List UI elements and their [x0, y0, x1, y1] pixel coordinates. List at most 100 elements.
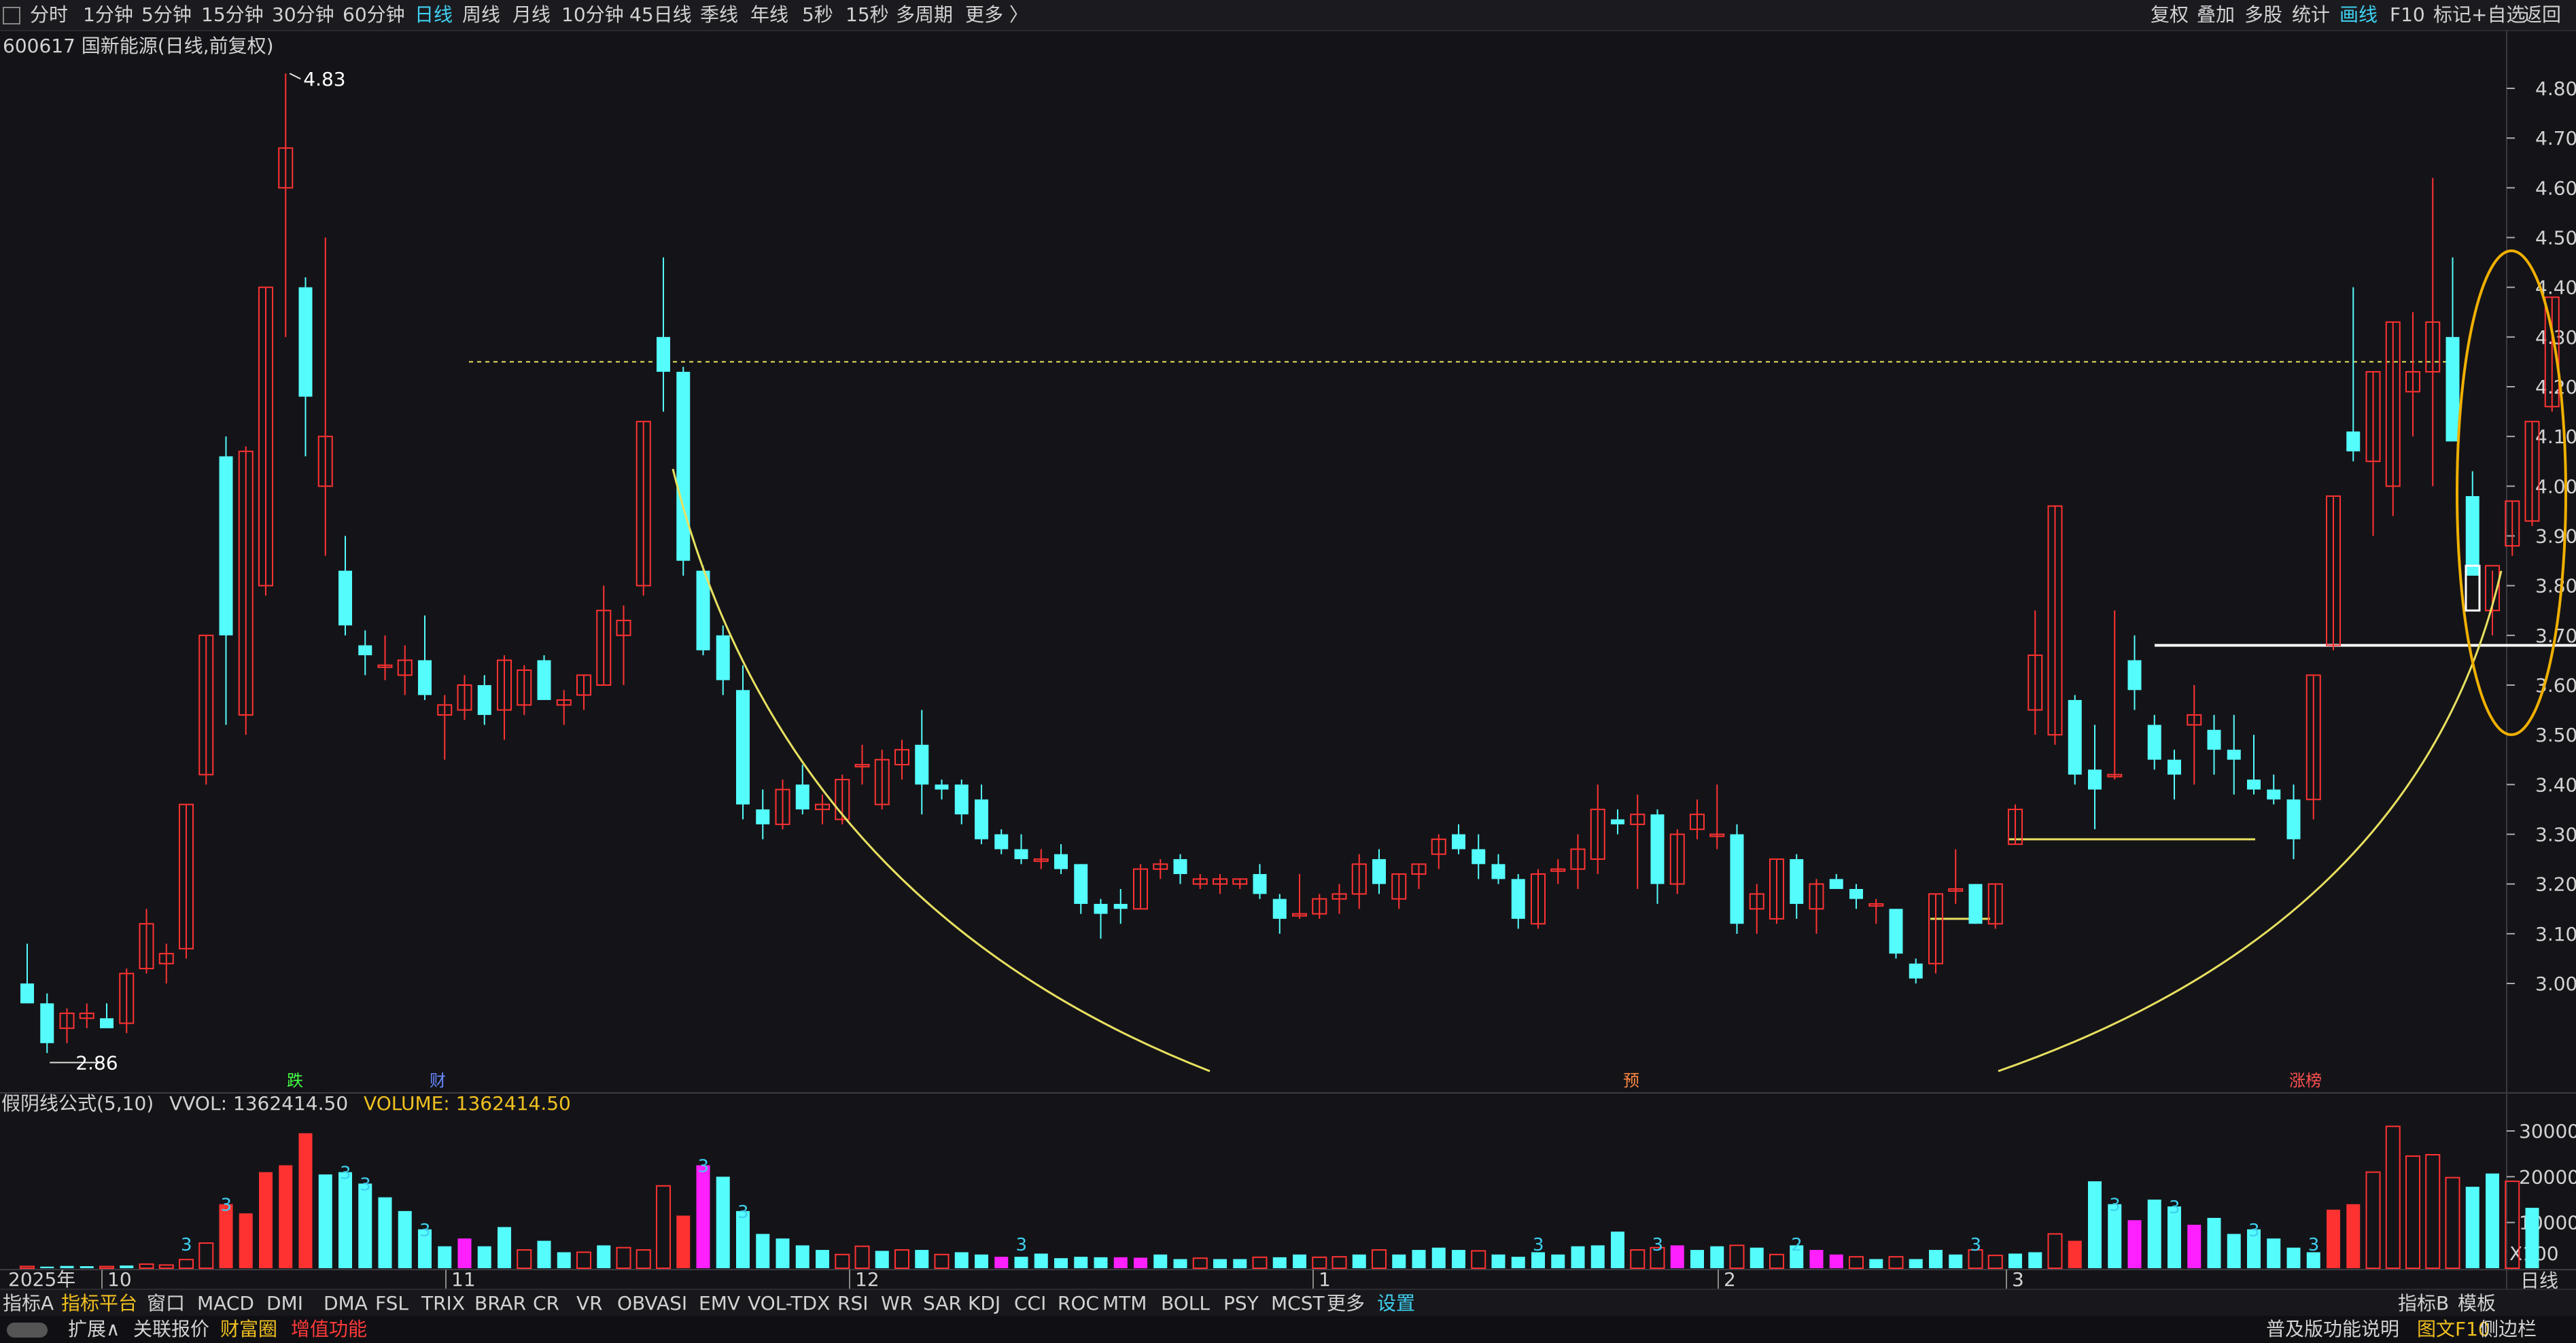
- period-7[interactable]: 周线: [462, 3, 501, 26]
- period-1[interactable]: 1分钟: [83, 3, 133, 26]
- indicator-tab-23[interactable]: PSY: [1223, 1292, 1259, 1314]
- indicator-tab-14[interactable]: VOL-TDX: [748, 1292, 831, 1314]
- tool-3[interactable]: 统计: [2292, 3, 2331, 26]
- volume-bar: [537, 1240, 551, 1268]
- volume-bar: [1809, 1250, 1824, 1268]
- volume-bar: [2108, 1204, 2122, 1268]
- candle-body-down: [657, 336, 670, 372]
- indicator-tab-18[interactable]: KDJ: [968, 1292, 1001, 1314]
- indicator-tab-6[interactable]: FSL: [375, 1292, 408, 1314]
- bottom-right-item-0[interactable]: 普及版功能说明: [2266, 1318, 2400, 1340]
- indicator-tab-12[interactable]: ASI: [657, 1292, 688, 1314]
- indicator-tab-5[interactable]: DMA: [324, 1292, 368, 1314]
- indicator-tab-2[interactable]: 窗口: [147, 1292, 186, 1314]
- indicator-tab-9[interactable]: CR: [533, 1292, 560, 1314]
- volume-count-mark: 3: [181, 1235, 192, 1255]
- volume-bar: [975, 1254, 988, 1268]
- tool-2[interactable]: 多股: [2244, 3, 2283, 26]
- period-3[interactable]: 15分钟: [201, 3, 264, 26]
- menu-icon[interactable]: [3, 3, 20, 27]
- indicator-tab-25[interactable]: 更多: [1327, 1292, 1365, 1314]
- indicator-right-1[interactable]: 模板: [2458, 1292, 2496, 1314]
- period-11[interactable]: 季线: [700, 3, 739, 26]
- volume-bar: [1272, 1257, 1287, 1268]
- tool-5[interactable]: F10: [2390, 3, 2425, 26]
- bottom-item-3[interactable]: 增值功能: [291, 1318, 368, 1340]
- tool-7[interactable]: 返回: [2523, 3, 2562, 26]
- candle-body-up: [1192, 878, 1208, 885]
- bottom-right-item-1[interactable]: 图文F10: [2417, 1318, 2490, 1340]
- volume-bar-up: [20, 1266, 35, 1269]
- bottom-right-item-2[interactable]: 侧边栏: [2479, 1318, 2537, 1340]
- indicator-tab-16[interactable]: WR: [881, 1292, 913, 1314]
- volume-bar: [2465, 1187, 2479, 1268]
- period-9[interactable]: 10分钟: [561, 3, 624, 26]
- tool-1[interactable]: 叠加: [2197, 3, 2235, 26]
- indicator-tab-22[interactable]: BOLL: [1161, 1292, 1210, 1314]
- indicator-tab-10[interactable]: VR: [576, 1292, 603, 1314]
- period-13[interactable]: 5秒: [802, 3, 833, 26]
- period-14[interactable]: 15秒: [846, 3, 889, 26]
- indicator-tab-8[interactable]: BRAR: [474, 1292, 527, 1314]
- event-marker-2: 预: [1623, 1071, 1639, 1090]
- volume-bar-up: [99, 1266, 114, 1269]
- candle-body-down: [298, 287, 313, 397]
- volume-bar: [1153, 1254, 1168, 1268]
- indicator-tab-4[interactable]: DMI: [266, 1292, 303, 1314]
- volume-count-mark: 3: [1652, 1235, 1664, 1255]
- candle-body-up: [1809, 883, 1824, 910]
- indicator-tab-1[interactable]: 指标平台: [61, 1292, 138, 1314]
- candle-body-down: [1968, 884, 1983, 924]
- period-2[interactable]: 5分钟: [141, 3, 192, 26]
- bottom-item-0[interactable]: 扩展∧: [68, 1318, 120, 1340]
- period-0[interactable]: 分时: [30, 3, 69, 26]
- volume-bar: [776, 1238, 790, 1268]
- indicator-tab-26[interactable]: 设置: [1377, 1292, 1416, 1314]
- indicator-tab-21[interactable]: MTM: [1102, 1292, 1147, 1314]
- volume-bar: [239, 1213, 253, 1268]
- period-15[interactable]: 多周期: [896, 3, 954, 26]
- indicator-tab-15[interactable]: RSI: [837, 1292, 869, 1314]
- indicator-tab-0[interactable]: 指标A: [3, 1292, 54, 1314]
- volume-bar: [279, 1165, 293, 1268]
- indicator-tab-11[interactable]: OBV: [617, 1292, 658, 1314]
- time-axis-label-4: 1: [1319, 1268, 1331, 1291]
- candle-body-down: [2286, 799, 2301, 839]
- bottom-item-1[interactable]: 关联报价: [133, 1318, 210, 1340]
- tool-0[interactable]: 复权: [2151, 3, 2189, 26]
- candle-body-up: [119, 973, 135, 1024]
- arc-curve-right: [1998, 570, 2503, 1072]
- indicator-right-0[interactable]: 指标B: [2398, 1292, 2450, 1314]
- event-marker-0: 跌: [287, 1071, 303, 1090]
- indicator-tab-24[interactable]: MCST: [1271, 1292, 1325, 1314]
- toggle-switch-icon[interactable]: [7, 1317, 48, 1342]
- period-6[interactable]: 日线: [415, 3, 453, 26]
- indicator-tab-20[interactable]: ROC: [1058, 1292, 1100, 1314]
- indicator-tab-13[interactable]: EMV: [699, 1292, 741, 1314]
- indicator-tab-3[interactable]: MACD: [197, 1292, 254, 1314]
- indicator-tab-17[interactable]: SAR: [923, 1292, 962, 1314]
- candle-body-down: [1253, 874, 1267, 894]
- period-4[interactable]: 30分钟: [272, 3, 334, 26]
- indicator-tab-19[interactable]: CCI: [1014, 1292, 1047, 1314]
- volume-count-mark: 3: [1016, 1235, 1028, 1255]
- period-10[interactable]: 45日线: [629, 3, 692, 26]
- candle-body-up: [158, 953, 174, 964]
- tool-6[interactable]: 标记+自选: [2433, 3, 2526, 26]
- price-tick-label: 3.20: [2535, 873, 2576, 896]
- bottom-item-2[interactable]: 财富圈: [220, 1318, 278, 1340]
- indicator-tab-7[interactable]: TRIX: [421, 1292, 465, 1314]
- period-16[interactable]: 更多 〉: [965, 3, 1028, 26]
- period-8[interactable]: 月线: [512, 3, 551, 26]
- indicator-tab-bar: 指标A 指标平台 窗口 MACD DMI DMA FSL TRIX BRAR CR VR OBV ASI…: [0, 1289, 2576, 1317]
- volume-bar: [2187, 1225, 2201, 1268]
- period-5[interactable]: 60分钟: [343, 3, 405, 26]
- volume-bar-up: [894, 1249, 909, 1269]
- tool-4[interactable]: 画线: [2339, 3, 2378, 26]
- candle-body-down: [2465, 495, 2479, 576]
- period-12[interactable]: 年线: [750, 3, 789, 26]
- candle-body-up: [2326, 495, 2341, 646]
- candle-body-up: [2187, 714, 2202, 726]
- volume-bar: [1134, 1257, 1147, 1268]
